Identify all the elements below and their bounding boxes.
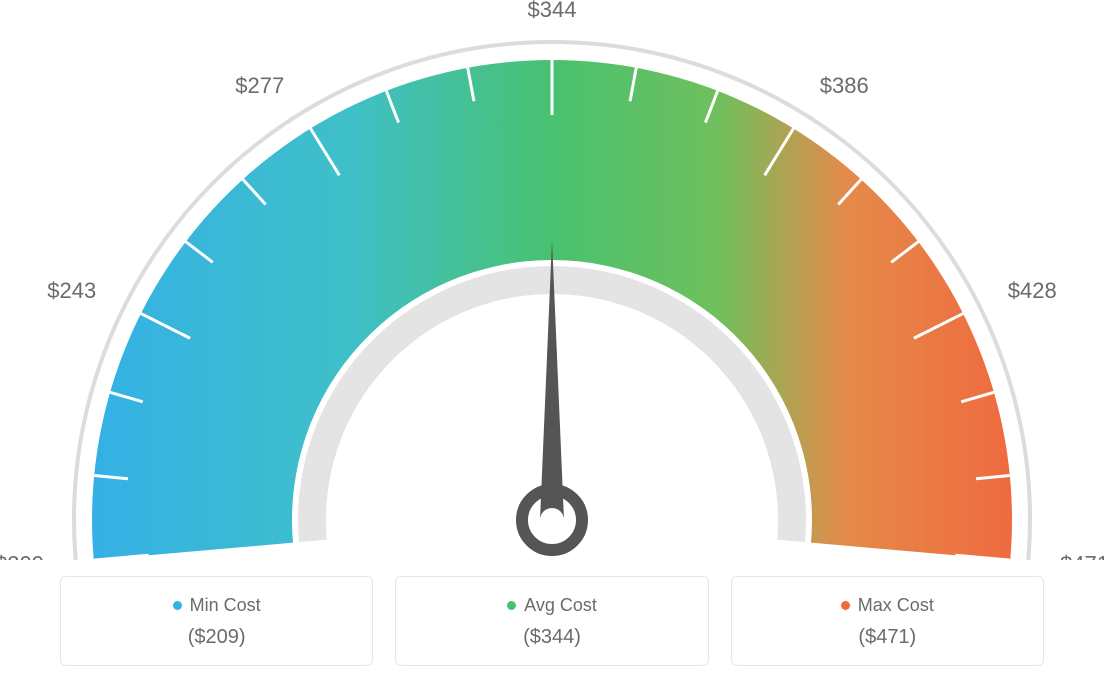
legend-label: Avg Cost [524, 595, 597, 616]
gauge-tick-label: $243 [47, 278, 96, 303]
legend-row: Min Cost ($209) Avg Cost ($344) Max Cost… [60, 576, 1044, 666]
legend-label: Max Cost [858, 595, 934, 616]
legend-card-max: Max Cost ($471) [731, 576, 1044, 666]
gauge-tick-label: $209 [0, 551, 44, 560]
legend-card-avg: Avg Cost ($344) [395, 576, 708, 666]
gauge-tick-label: $344 [528, 0, 577, 22]
dot-icon [841, 601, 850, 610]
gauge-tick-label: $428 [1008, 278, 1057, 303]
legend-value: ($471) [742, 626, 1033, 649]
legend-label: Min Cost [190, 595, 261, 616]
gauge-svg: $209 $243 $277 $344 $386 $428 $471 [0, 0, 1104, 560]
legend-title-avg: Avg Cost [507, 595, 597, 616]
gauge-tick-label: $386 [820, 73, 869, 98]
dot-icon [507, 601, 516, 610]
legend-value: ($209) [71, 626, 362, 649]
dot-icon [173, 601, 182, 610]
legend-title-min: Min Cost [173, 595, 261, 616]
gauge-tick-label: $277 [235, 73, 284, 98]
legend-value: ($344) [406, 626, 697, 649]
legend-title-max: Max Cost [841, 595, 934, 616]
gauge-tick-label: $471 [1060, 551, 1104, 560]
gauge-chart: $209 $243 $277 $344 $386 $428 $471 [0, 0, 1104, 560]
legend-card-min: Min Cost ($209) [60, 576, 373, 666]
